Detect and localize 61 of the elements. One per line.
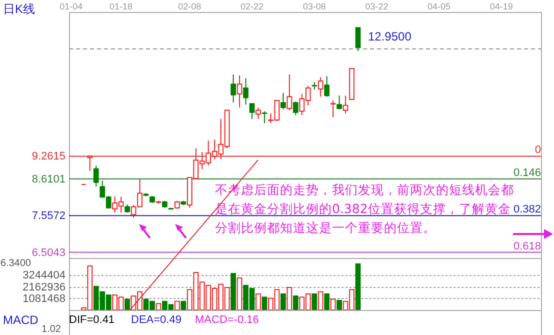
x-tick-label: 04-05 <box>428 2 451 12</box>
x-tick-label: 04-19 <box>490 2 513 12</box>
bar <box>156 303 162 310</box>
bar <box>124 298 130 310</box>
annotation: 0.618 <box>513 240 541 252</box>
candlestick <box>262 110 268 124</box>
bar <box>230 273 236 310</box>
bar <box>312 293 318 310</box>
text: MACD=-0.16 <box>195 314 259 326</box>
candlestick <box>355 27 361 52</box>
y-tick-label: 3244404 <box>22 270 66 282</box>
x-tick-label: 01-04 <box>60 2 83 12</box>
candlestick <box>286 74 292 111</box>
bar <box>256 293 261 310</box>
bar <box>286 286 292 310</box>
bar <box>318 291 324 310</box>
candlestick <box>292 101 298 116</box>
text: MACD <box>3 313 39 327</box>
candlestick <box>324 76 330 98</box>
bar <box>236 277 242 310</box>
candlestick <box>243 78 248 106</box>
y-tick-label: 1081468 <box>22 292 66 305</box>
bar <box>262 296 268 310</box>
x-tick-label: 02-22 <box>240 2 264 12</box>
y-tick-label: 6.5043 <box>32 246 66 259</box>
y-tick-label: 7.5572 <box>32 210 66 222</box>
candlestick <box>230 74 236 104</box>
candlestick <box>256 106 261 120</box>
text: 1.02 <box>42 324 62 335</box>
bar <box>330 298 336 310</box>
candlestick <box>280 92 286 110</box>
annotation: 12.9500 <box>368 30 412 44</box>
candlestick <box>330 100 336 118</box>
x-tick-label: 02-08 <box>178 2 202 12</box>
candlestick <box>336 95 342 110</box>
bar <box>180 300 186 310</box>
candlestick <box>318 76 324 98</box>
candlestick <box>93 165 99 188</box>
bar <box>336 300 342 310</box>
annotation: 0.382 <box>513 204 541 216</box>
text: DIF=0.41 <box>69 314 115 326</box>
y-tick-label: 2162936 <box>22 281 66 294</box>
candlestick <box>87 154 93 172</box>
bar <box>174 300 180 310</box>
x-tick-label: 01-18 <box>110 2 133 12</box>
chart-title: 日K线 <box>3 2 36 16</box>
y-tick-label: 9.2615 <box>32 150 66 163</box>
y-tick-label: 8.6101 <box>32 173 66 186</box>
x-tick-label: 03-08 <box>302 2 326 12</box>
candlestick <box>249 103 255 120</box>
text: 6.3400 <box>0 258 32 269</box>
x-tick-label: 03-22 <box>365 2 388 12</box>
candlestick <box>342 95 348 114</box>
bar <box>292 296 298 310</box>
candlestick <box>236 74 242 108</box>
annotation: 0.146 <box>513 166 541 179</box>
text: DEA=0.49 <box>131 314 182 326</box>
bar <box>324 293 330 310</box>
annotation: 0 <box>534 144 541 156</box>
bar <box>355 263 361 310</box>
bar <box>280 293 286 310</box>
